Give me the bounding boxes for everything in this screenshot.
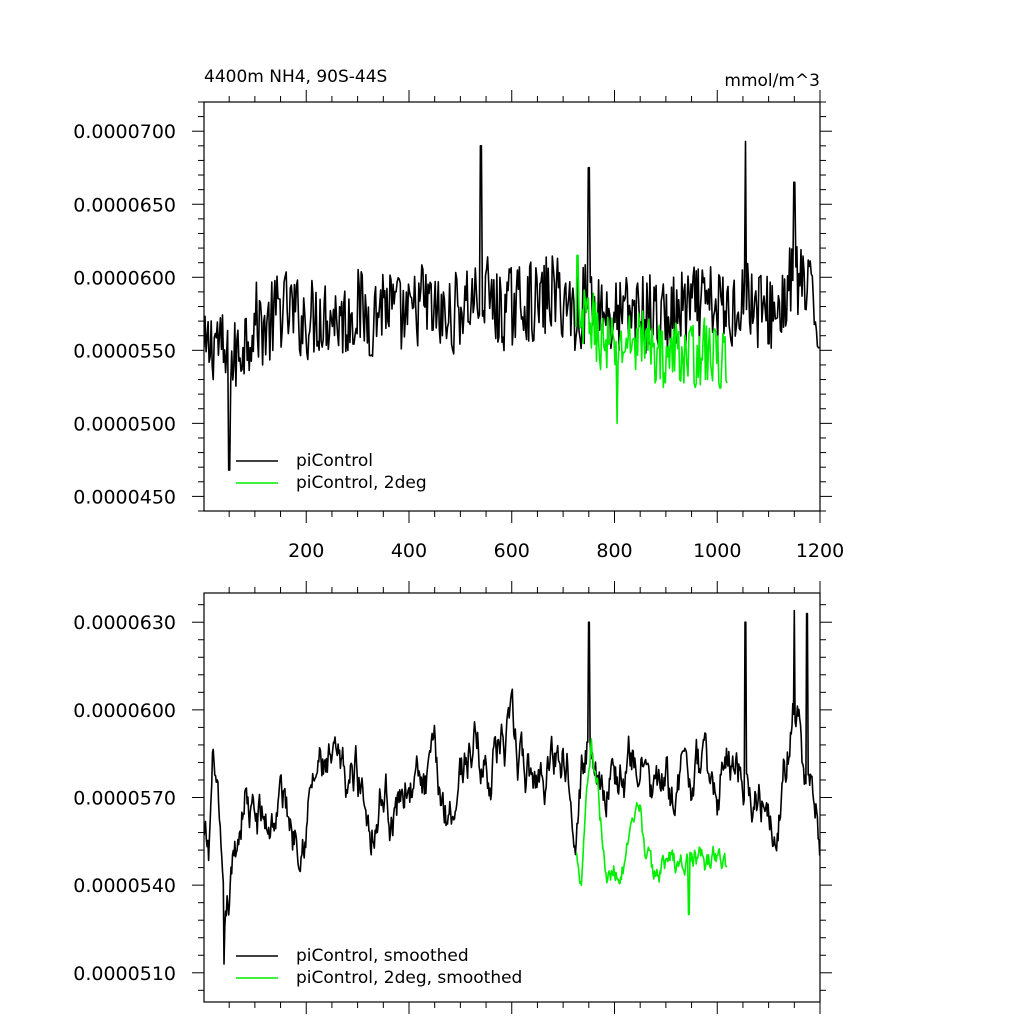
x-tick-label: 200: [288, 540, 324, 562]
y-tick-label: 0.0000570: [73, 788, 176, 810]
x-tick-label: 1000: [693, 540, 741, 562]
top-panel: 200 400 600 800 1000 1200 0.0000450 0.0000500 0.…: [73, 90, 844, 562]
y-tick-label: 0.0000510: [73, 963, 176, 985]
y-tick-label: 0.0000540: [73, 875, 176, 897]
y-tick-label: 0.0000500: [73, 413, 176, 435]
series-line-picontrol-2deg: [575, 738, 728, 916]
x-tick-label: 400: [391, 540, 427, 562]
legend-label: piControl, 2deg, smoothed: [296, 968, 522, 988]
x-tick-label: 800: [596, 540, 632, 562]
x-tick-label: 600: [494, 540, 530, 562]
legend-label: piControl, smoothed: [296, 946, 469, 966]
legend-label: piControl, 2deg: [296, 473, 427, 493]
bottom-panel: 0.0000510 0.0000540 0.0000570 0.0000600 0.00…: [73, 581, 832, 1014]
plot-frame: [203, 592, 821, 1003]
series-line-picontrol: [204, 609, 820, 965]
y-tick-label: 0.0000650: [73, 194, 176, 216]
legend-label: piControl: [296, 451, 373, 471]
x-tick-label: 1200: [796, 540, 844, 562]
y-tick-label: 0.0000600: [73, 267, 176, 289]
y-tick-label: 0.0000600: [73, 700, 176, 722]
y-tick-label: 0.0000550: [73, 340, 176, 362]
y-tick-label: 0.0000700: [73, 121, 176, 143]
figure-title-left: 4400m NH4, 90S-44S: [204, 67, 387, 87]
series-line-picontrol-2deg: [575, 254, 728, 425]
figure-title-right: mmol/m^3: [724, 71, 820, 91]
y-tick-label: 0.0000630: [73, 612, 176, 634]
y-tick-label: 0.0000450: [73, 486, 176, 508]
series-line-picontrol: [204, 140, 820, 471]
